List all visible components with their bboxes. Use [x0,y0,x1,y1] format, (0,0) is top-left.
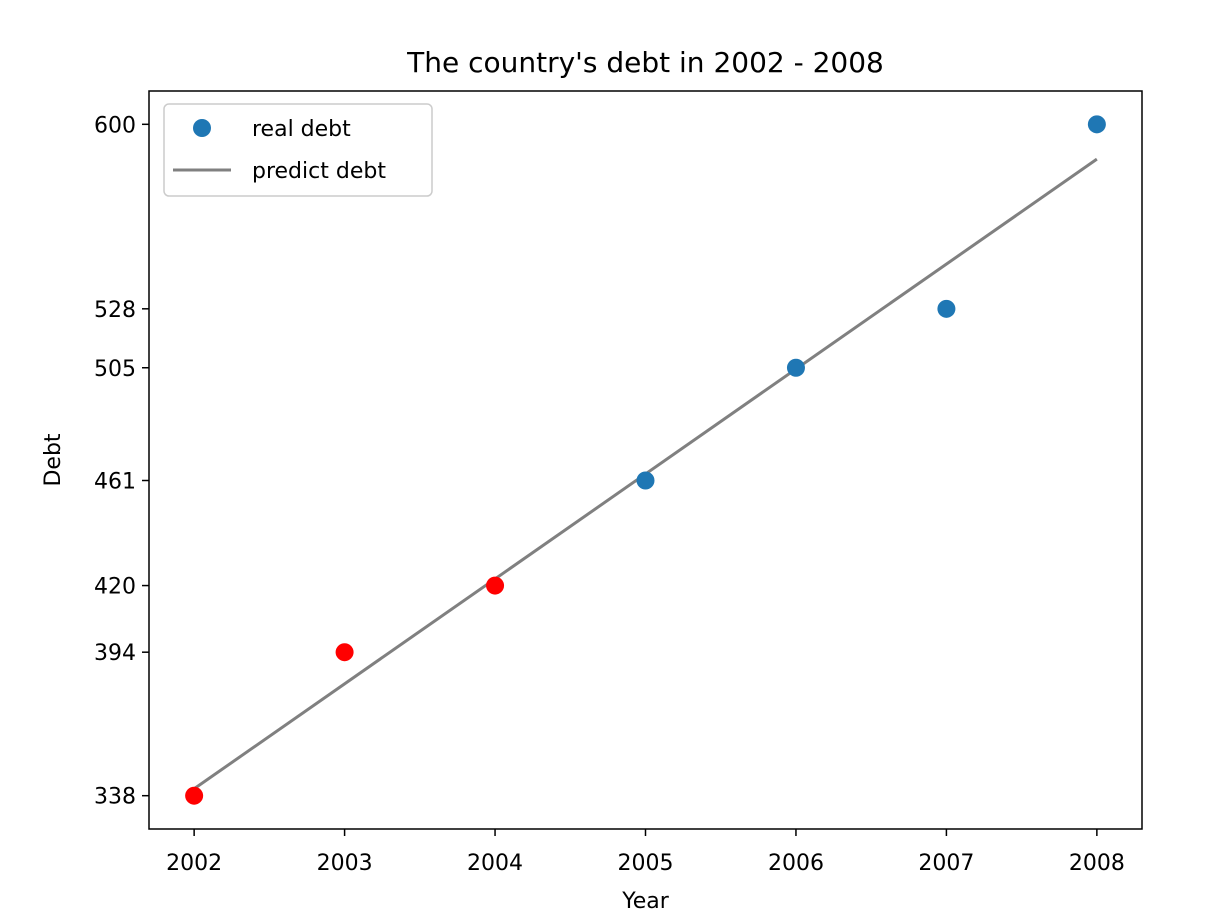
real-debt-point [1087,115,1106,134]
y-tick-label: 528 [94,298,136,323]
legend-real-debt-marker [193,119,211,137]
real-debt-point [636,471,655,490]
y-axis-label: Debt [41,433,66,486]
real-debt-point [185,786,204,805]
x-tick-label: 2002 [166,851,222,876]
y-tick-label: 600 [94,113,136,138]
x-tick-label: 2008 [1069,851,1125,876]
x-tick-label: 2004 [467,851,523,876]
y-tick-label: 394 [94,641,136,666]
x-axis-label: Year [621,889,670,914]
x-tick-label: 2007 [918,851,974,876]
chart-title: The country's debt in 2002 - 2008 [406,46,884,79]
y-tick-label: 420 [94,575,136,600]
real-debt-point [937,299,956,318]
legend: real debt predict debt [163,103,433,197]
y-axis: 338 394 420 461 505 528 600 [94,113,149,810]
real-debt-point [335,643,354,662]
y-tick-label: 338 [94,785,136,810]
y-tick-label: 461 [94,470,136,495]
real-debt-point [786,358,805,377]
y-tick-label: 505 [94,357,136,382]
x-tick-label: 2005 [618,851,674,876]
legend-real-debt-label: real debt [252,117,351,142]
x-axis: 2002 2003 2004 2005 2006 2007 2008 [166,829,1125,876]
plot-content [185,115,1106,805]
real-debt-point [486,576,505,595]
x-tick-label: 2006 [768,851,824,876]
x-tick-label: 2003 [317,851,373,876]
legend-box [163,103,433,197]
legend-predict-debt-label: predict debt [252,159,386,184]
